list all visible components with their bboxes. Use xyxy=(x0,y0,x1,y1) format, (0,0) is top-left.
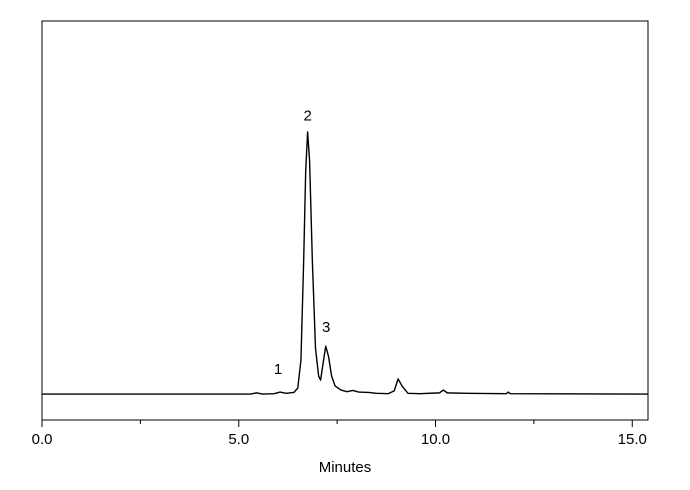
x-tick-label: 15.0 xyxy=(618,431,647,448)
x-tick-label: 10.0 xyxy=(421,431,450,448)
peak-label: 1 xyxy=(274,361,282,378)
peak-label: 3 xyxy=(322,319,330,336)
peak-label: 2 xyxy=(303,108,311,125)
chromatogram-line xyxy=(42,131,649,395)
x-tick-label: 5.0 xyxy=(228,431,249,448)
x-axis-label: Minutes xyxy=(319,459,372,476)
x-tick-label: 0.0 xyxy=(32,431,53,448)
plot-frame xyxy=(41,20,649,421)
